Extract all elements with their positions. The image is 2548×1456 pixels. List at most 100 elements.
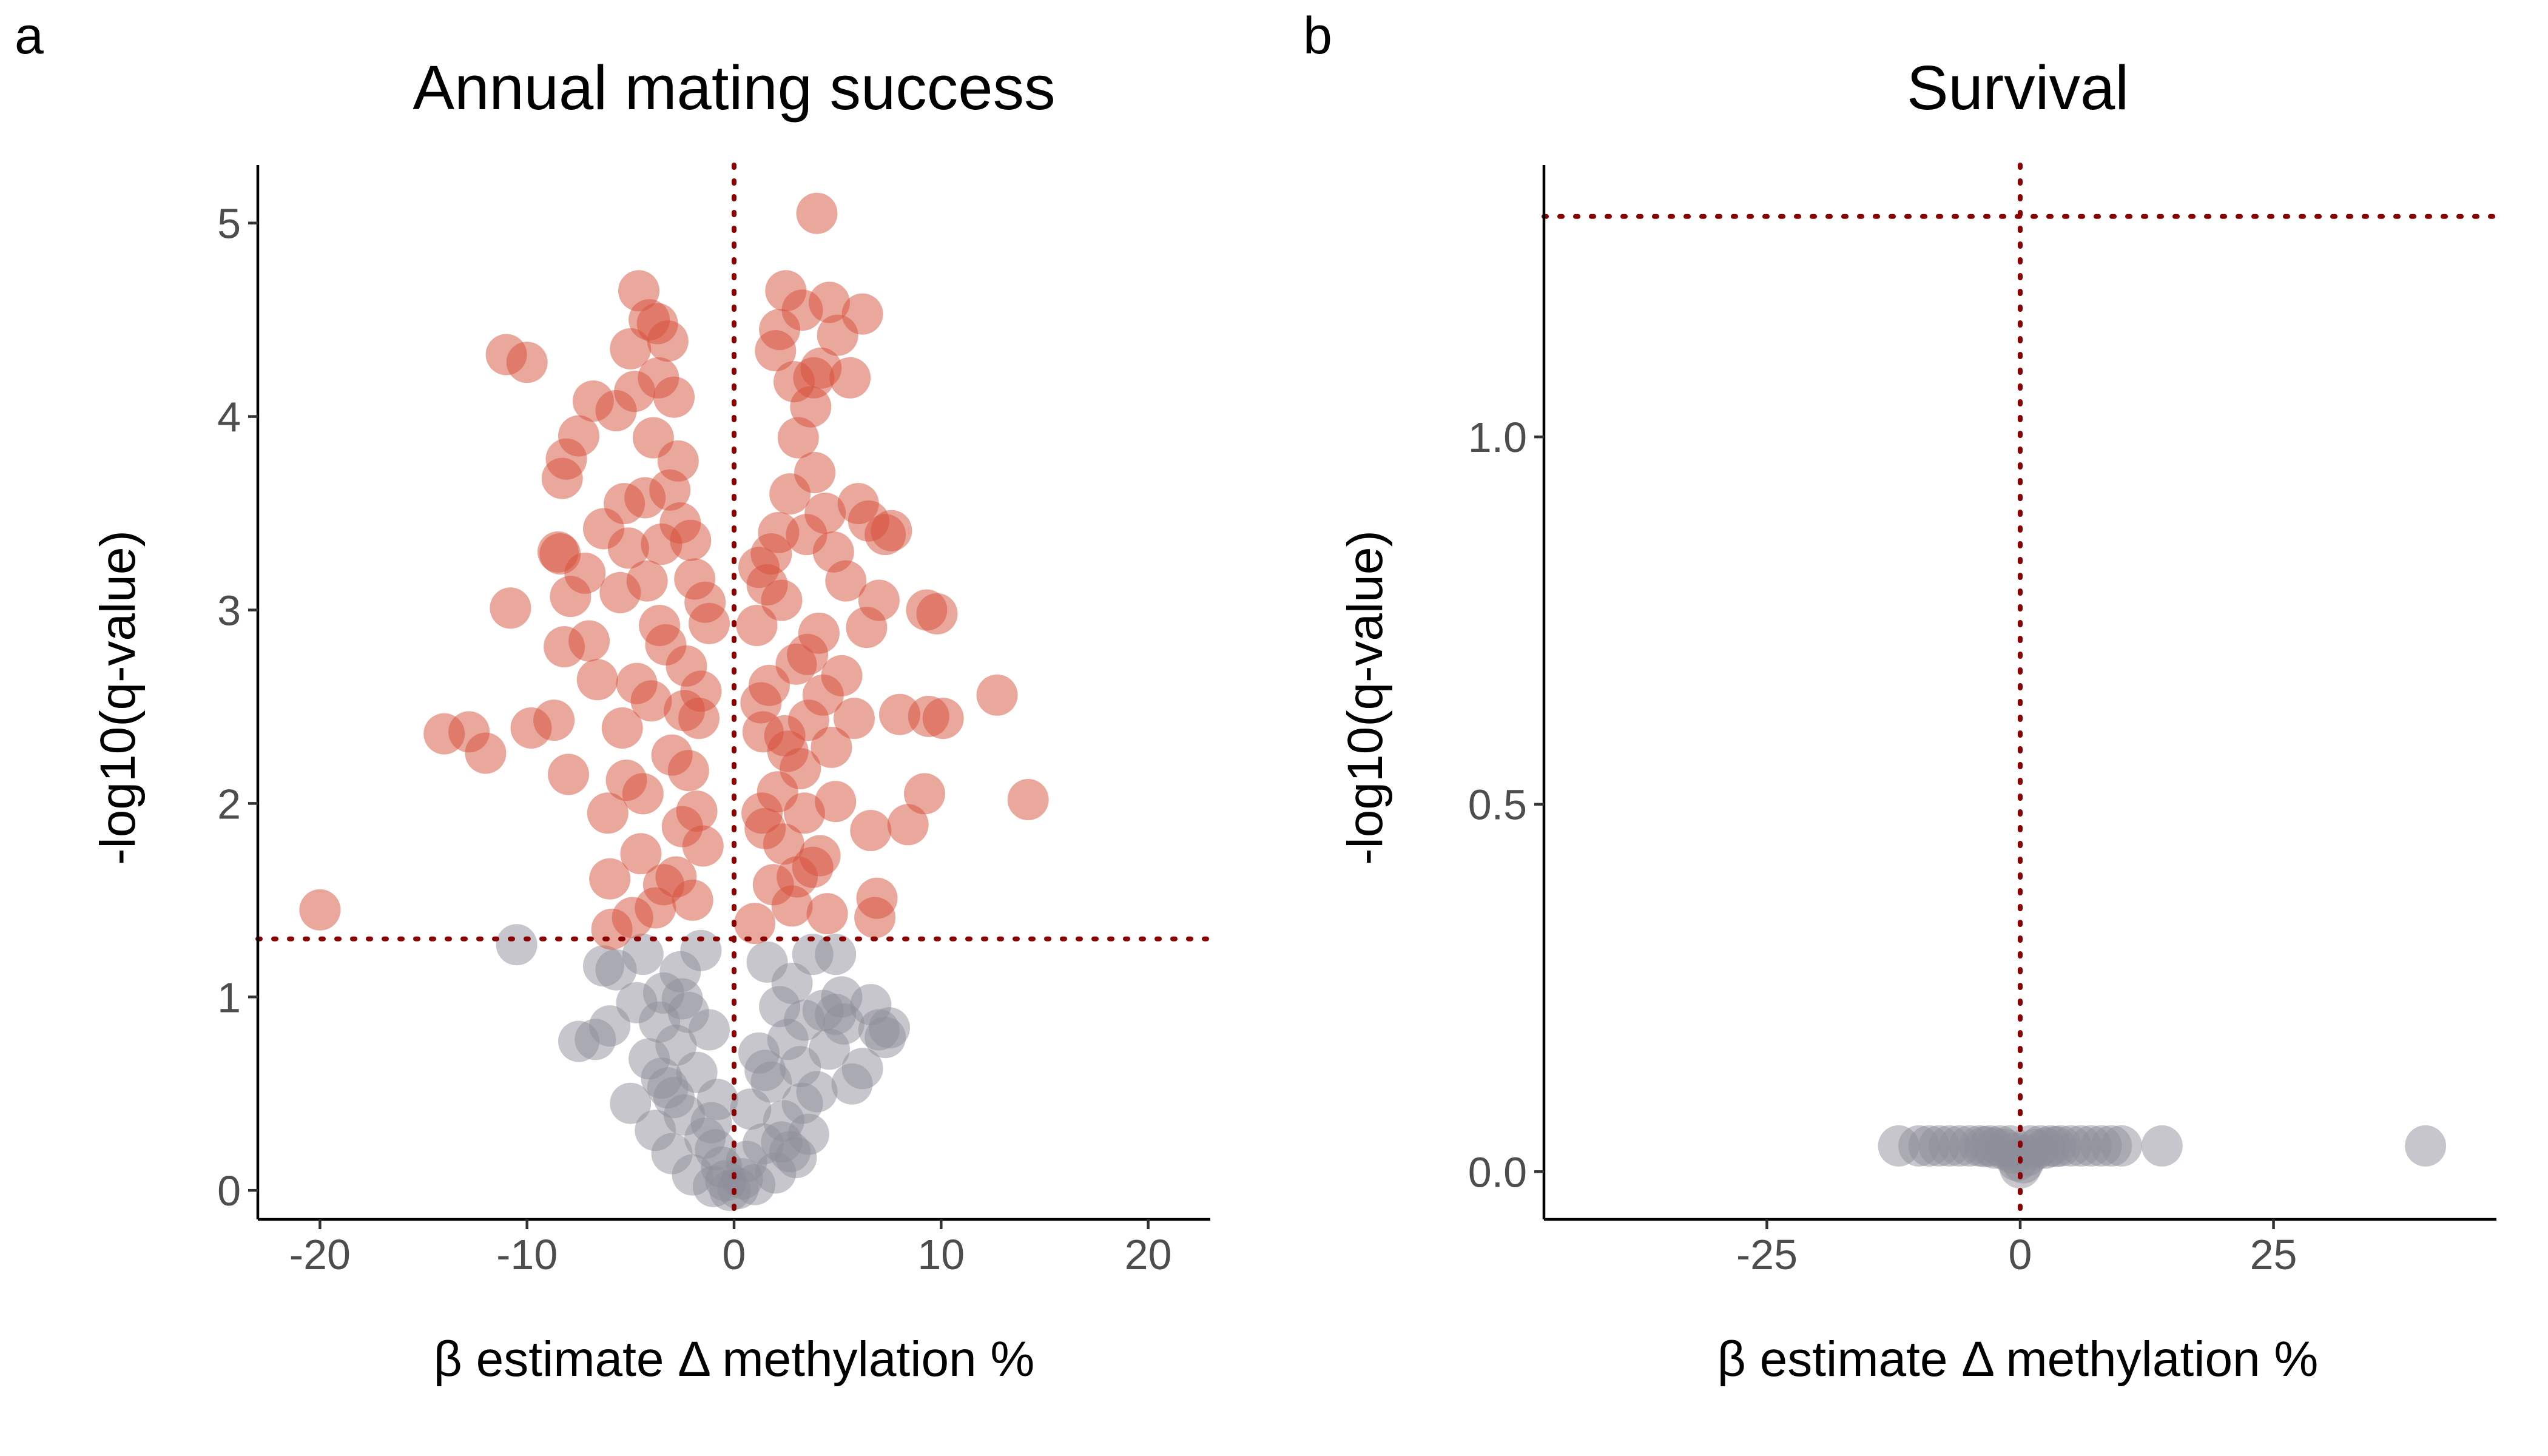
panel-a-point-significant	[647, 320, 689, 362]
panel-a-point-significant	[638, 357, 679, 399]
panel-a-point-not-significant	[680, 929, 722, 971]
panel-a-x-tick-label: 0	[723, 1231, 746, 1278]
panel-a-point-significant	[741, 792, 783, 834]
panel-a-point-significant	[922, 698, 964, 740]
panel-a-point-significant	[465, 732, 507, 774]
panel-b-x-tick-label: 25	[2250, 1231, 2297, 1278]
panel-a-point-significant	[799, 835, 841, 877]
panel-a-x-axis-label: β estimate Δ methylation %	[434, 1332, 1035, 1387]
panel-a-point-significant	[764, 715, 806, 757]
panel-a-point-significant	[834, 698, 875, 740]
panel-a-point-significant	[667, 750, 709, 792]
panel-a-axes: -20 -10 0 10 20 0 1 2 3 4 5	[217, 165, 1210, 1278]
panel-a-point-significant	[635, 887, 676, 929]
panel-a-point-significant	[533, 699, 575, 741]
panel-a-point-not-significant	[771, 962, 813, 1004]
panel-a-point-significant	[804, 493, 846, 534]
panel-a-point-significant	[664, 690, 706, 732]
panel-a: a Annual mating success -log10(q-value) …	[15, 7, 1213, 1387]
panel-a-point-not-significant	[661, 978, 703, 1020]
panel-a-point-significant	[829, 357, 871, 399]
panel-b-y-axis-label: -log10(q-value)	[1338, 530, 1393, 865]
panel-b-point-not-significant	[1964, 1126, 2006, 1168]
panel-a-point-significant	[758, 511, 800, 553]
panel-b-axes: -25 0 25 0.0 0.5 1.0	[1468, 165, 2496, 1278]
panel-a-point-significant	[672, 879, 713, 921]
panel-a-y-tick-label: 5	[217, 200, 241, 248]
panel-a-point-significant	[777, 417, 819, 459]
panel-a-point-significant	[601, 707, 643, 749]
panel-a-point-not-significant	[496, 924, 538, 966]
panel-a-y-tick-label: 3	[217, 587, 241, 634]
panel-b-title: Survival	[1907, 53, 2129, 123]
panel-a-point-significant	[858, 579, 900, 621]
panel-a-point-not-significant	[815, 934, 857, 976]
panel-a-point-significant	[734, 903, 776, 945]
panel-a-point-significant	[976, 674, 1018, 716]
panel-a-tag: a	[15, 7, 44, 65]
panel-b-x-tick-label: 0	[2009, 1231, 2032, 1278]
panel-a-y-tick-label: 1	[217, 974, 241, 1021]
panel-a-point-significant	[626, 560, 668, 602]
panel-a-point-significant	[793, 357, 835, 399]
panel-a-point-significant	[506, 342, 548, 383]
panel-a-x-tick-label: -20	[289, 1231, 351, 1278]
panel-a-point-significant	[787, 633, 829, 675]
panel-a-point-significant	[490, 587, 531, 629]
panel-a-point-significant	[587, 792, 629, 834]
panel-a-point-not-significant	[622, 934, 664, 976]
panel-a-x-tick-label: 10	[917, 1231, 965, 1278]
panel-a-y-tick-label: 0	[217, 1167, 241, 1215]
panel-a-point-significant	[616, 662, 658, 704]
panel-b-y-tick-label: 1.0	[1468, 414, 1527, 461]
panel-a-plot-area	[255, 163, 1213, 1222]
panel-b-point-not-significant	[2035, 1126, 2077, 1168]
panel-a-point-not-significant	[695, 1129, 736, 1171]
panel-b-point-not-significant	[2101, 1125, 2142, 1167]
panel-a-x-tick-label: 20	[1125, 1231, 1172, 1278]
panel-a-point-significant	[676, 790, 718, 832]
panel-a-y-tick-label: 2	[217, 780, 241, 827]
panel-a-point-significant	[607, 527, 649, 569]
panel-a-point-significant	[887, 804, 929, 846]
panel-b-x-axis-label: β estimate Δ methylation %	[1717, 1332, 2319, 1387]
panel-b-y-tick-label: 0.0	[1468, 1148, 1527, 1196]
panel-a-point-significant	[916, 593, 958, 635]
panel-a-point-not-significant	[841, 1048, 883, 1090]
panel-a-point-significant	[761, 579, 803, 621]
panel-a-point-significant	[682, 825, 724, 867]
panel-a-point-significant	[736, 605, 778, 646]
panel-a-point-significant	[622, 773, 664, 815]
panel-a-point-significant	[815, 781, 857, 823]
panel-a-point-significant	[1007, 779, 1049, 820]
panel-b-x-tick-label: -25	[1736, 1231, 1798, 1278]
panel-a-point-significant	[589, 858, 631, 900]
panel-a-point-significant	[558, 415, 599, 457]
panel-a-point-significant	[796, 192, 838, 234]
panel-a-point-significant	[763, 823, 804, 865]
panel-b-plot-area	[1542, 163, 2499, 1222]
panel-a-title: Annual mating success	[413, 53, 1055, 123]
panel-a-point-not-significant	[689, 1009, 730, 1051]
panel-a-x-tick-label: -10	[496, 1231, 558, 1278]
panel-a-point-significant	[299, 889, 341, 931]
panel-b-tag: b	[1303, 7, 1332, 65]
panel-a-point-not-significant	[610, 1082, 652, 1124]
panel-a-point-significant	[806, 893, 848, 935]
panel-a-point-significant	[620, 833, 662, 875]
panel-b-y-tick-label: 0.5	[1468, 781, 1527, 829]
panel-a-point-significant	[576, 659, 618, 701]
panel-a-y-tick-label: 4	[217, 394, 241, 441]
panel-a-point-significant	[811, 726, 852, 768]
panel-a-point-significant	[871, 510, 912, 551]
panel-a-point-not-significant	[744, 1050, 786, 1091]
panel-a-point-not-significant	[769, 1131, 811, 1173]
panel-a-point-significant	[568, 620, 610, 662]
panel-a-point-not-significant	[781, 1082, 823, 1124]
panel-a-point-significant	[659, 502, 701, 544]
panel-a-point-not-significant	[589, 1005, 631, 1047]
panel-a-point-significant	[794, 452, 836, 493]
panel-a-point-not-significant	[641, 1057, 682, 1099]
